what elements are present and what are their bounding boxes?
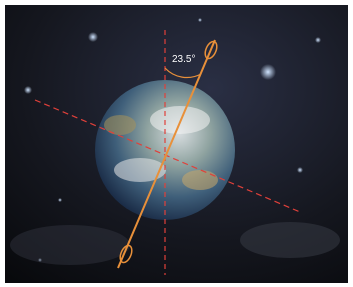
angle-label: 23.5° xyxy=(172,54,195,65)
earth-tilt-illustration: 23.5° xyxy=(0,0,353,287)
